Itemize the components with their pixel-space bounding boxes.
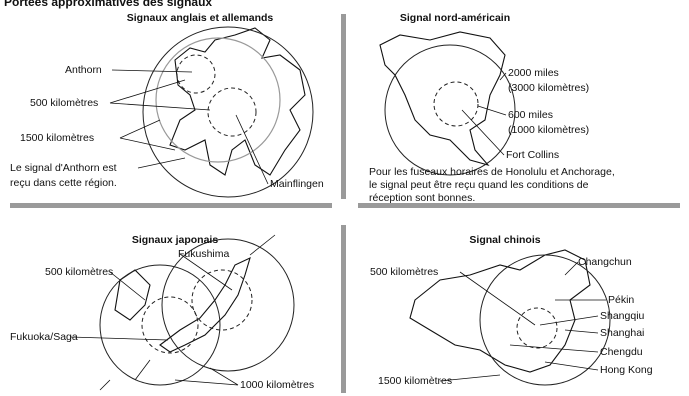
divider: [10, 203, 332, 208]
label: Hong Kong: [600, 364, 653, 376]
label: Chengdu: [600, 346, 643, 358]
label: Pékin: [608, 294, 634, 306]
label: 2000 miles: [508, 67, 559, 79]
label: Fukuoka/Saga: [10, 331, 78, 343]
label: 500 kilomètres: [30, 97, 98, 109]
note: Pour les fuseaux horaires de Honolulu et…: [369, 166, 615, 178]
divider: [341, 225, 346, 393]
label: Fort Collins: [506, 149, 559, 161]
label: Changchun: [578, 256, 632, 268]
label: (1000 kilomètres): [508, 124, 589, 136]
label: reçu dans cette région.: [10, 177, 117, 189]
label: Shanghai: [600, 327, 644, 339]
china-map: [409, 249, 611, 386]
north-america-map: [379, 31, 516, 176]
label: Mainflingen: [270, 178, 324, 190]
label: (3000 kilomètres): [508, 82, 589, 94]
label: Le signal d'Anthorn est: [10, 162, 117, 174]
panel-title: Signal chinois: [469, 234, 540, 246]
label: 1000 kilomètres: [240, 379, 314, 391]
divider: [358, 203, 680, 208]
note: le signal peut être reçu quand les condi…: [369, 179, 589, 191]
panel-title: Signaux anglais et allemands: [127, 12, 274, 24]
panel-title: Signal nord-américain: [400, 12, 510, 24]
japan-map: [69, 234, 295, 391]
label: 500 kilomètres: [370, 266, 438, 278]
label: Shangqiu: [600, 310, 645, 322]
label: 600 miles: [508, 109, 553, 121]
panel-title: Signaux japonais: [132, 234, 219, 246]
label: Fukushima: [178, 248, 230, 260]
label: 500 kilomètres: [45, 266, 113, 278]
label: Anthorn: [65, 64, 102, 76]
label: 1500 kilomètres: [20, 132, 94, 144]
europe-map: [109, 26, 314, 198]
label: 1500 kilomètres: [378, 375, 452, 387]
divider: [341, 14, 346, 199]
note: réception sont bonnes.: [369, 192, 475, 204]
page-title: Portées approximatives des signaux: [4, 0, 212, 9]
